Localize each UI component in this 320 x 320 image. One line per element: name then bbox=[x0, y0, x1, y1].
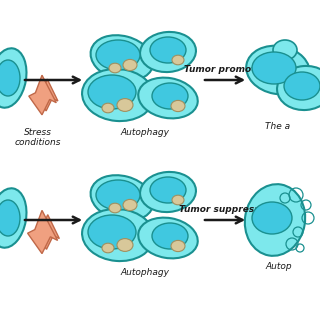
Ellipse shape bbox=[102, 103, 114, 113]
Polygon shape bbox=[28, 211, 58, 254]
Text: Autop: Autop bbox=[265, 262, 292, 271]
Ellipse shape bbox=[91, 175, 153, 221]
Ellipse shape bbox=[117, 99, 133, 111]
Ellipse shape bbox=[150, 177, 186, 203]
Ellipse shape bbox=[123, 199, 137, 211]
Ellipse shape bbox=[252, 52, 296, 84]
Ellipse shape bbox=[82, 69, 154, 121]
Ellipse shape bbox=[152, 83, 188, 109]
Ellipse shape bbox=[273, 40, 297, 60]
Ellipse shape bbox=[152, 223, 188, 249]
Polygon shape bbox=[36, 79, 58, 111]
Text: The a: The a bbox=[265, 122, 290, 131]
Text: Autophagy: Autophagy bbox=[121, 268, 170, 277]
Ellipse shape bbox=[150, 37, 186, 63]
Ellipse shape bbox=[96, 40, 140, 70]
Polygon shape bbox=[29, 75, 56, 115]
Text: Tumor promotor: Tumor promotor bbox=[184, 65, 266, 74]
Ellipse shape bbox=[138, 218, 198, 258]
Ellipse shape bbox=[171, 240, 185, 252]
Ellipse shape bbox=[109, 203, 121, 213]
Ellipse shape bbox=[109, 63, 121, 73]
Text: Autophagy: Autophagy bbox=[121, 128, 170, 137]
Ellipse shape bbox=[91, 35, 153, 81]
Ellipse shape bbox=[88, 75, 136, 109]
Ellipse shape bbox=[88, 215, 136, 249]
Ellipse shape bbox=[140, 32, 196, 72]
Ellipse shape bbox=[0, 48, 27, 108]
Ellipse shape bbox=[82, 209, 154, 261]
Ellipse shape bbox=[0, 200, 20, 236]
Ellipse shape bbox=[0, 188, 27, 248]
Ellipse shape bbox=[140, 172, 196, 212]
Ellipse shape bbox=[102, 243, 114, 253]
Polygon shape bbox=[36, 215, 59, 249]
Ellipse shape bbox=[96, 180, 140, 210]
Ellipse shape bbox=[246, 46, 310, 94]
Ellipse shape bbox=[138, 78, 198, 118]
Ellipse shape bbox=[172, 195, 184, 205]
Ellipse shape bbox=[117, 239, 133, 252]
Ellipse shape bbox=[277, 66, 320, 110]
Ellipse shape bbox=[172, 55, 184, 65]
Text: Tumor suppressor: Tumor suppressor bbox=[180, 205, 271, 214]
Ellipse shape bbox=[0, 60, 20, 96]
Ellipse shape bbox=[245, 184, 305, 256]
Ellipse shape bbox=[171, 100, 185, 112]
Ellipse shape bbox=[284, 72, 320, 100]
Ellipse shape bbox=[123, 60, 137, 71]
Text: Stress
conditions: Stress conditions bbox=[15, 128, 61, 148]
Ellipse shape bbox=[252, 202, 292, 234]
